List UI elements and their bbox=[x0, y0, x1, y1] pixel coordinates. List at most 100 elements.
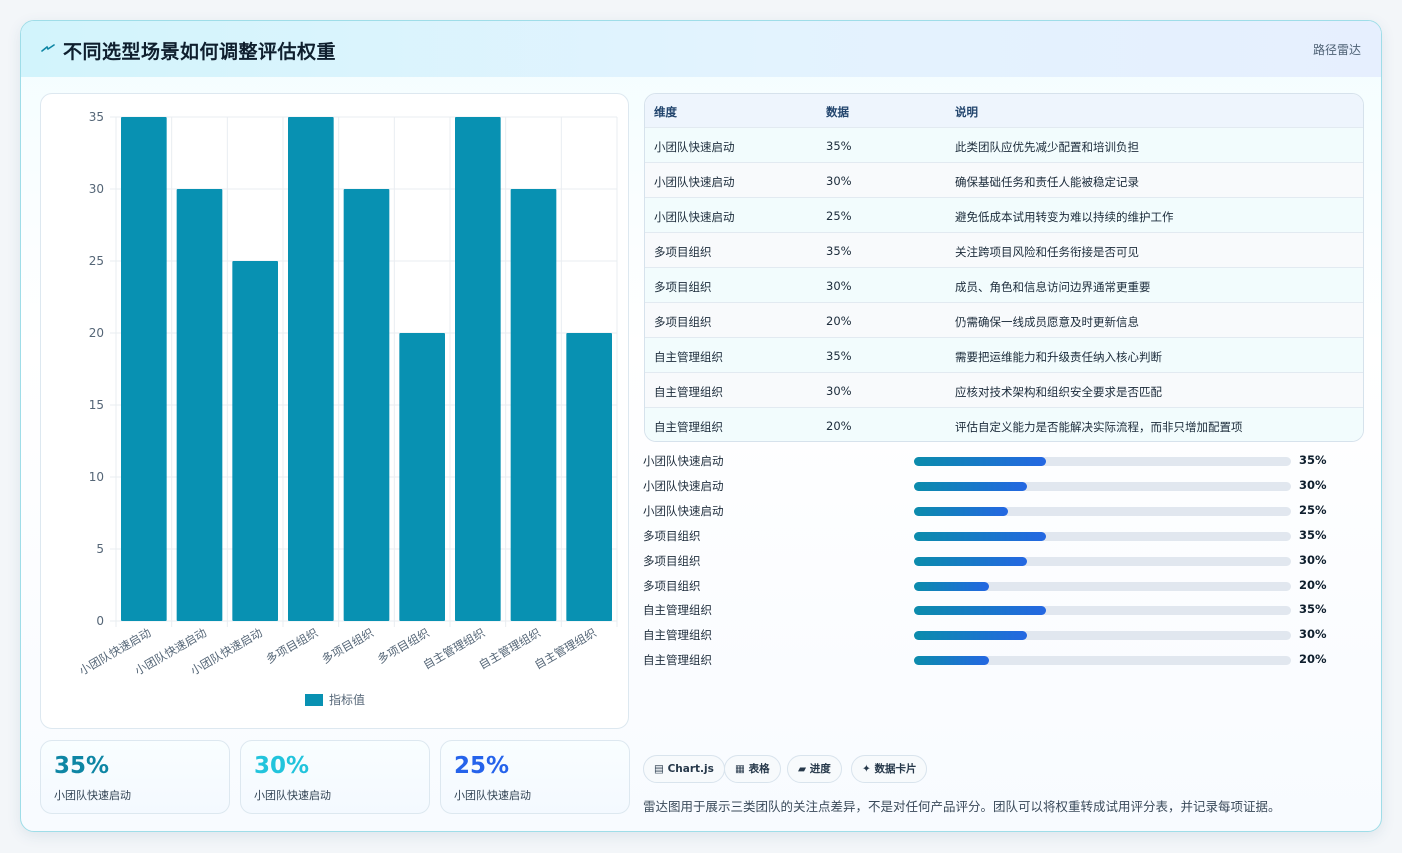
table-cell: 30% bbox=[826, 384, 852, 398]
x-tick-label: 自主管理组织 bbox=[421, 625, 488, 672]
progress-row: 自主管理组织 30% bbox=[643, 625, 1343, 645]
table-cell: 20% bbox=[826, 314, 852, 328]
progress-row: 多项目组织 30% bbox=[643, 551, 1343, 571]
progress-value: 35% bbox=[1299, 602, 1327, 616]
progress-fill bbox=[914, 507, 1009, 516]
column-header: 说明 bbox=[955, 105, 978, 119]
progress-row: 小团队快速启动 30% bbox=[643, 476, 1343, 496]
table-cell: 评估自定义能力是否能解决实际流程，而非只增加配置项 bbox=[955, 420, 1243, 434]
progress-value: 20% bbox=[1299, 578, 1327, 592]
progress-fill bbox=[914, 656, 990, 665]
table-cell: 小团队快速启动 bbox=[654, 175, 735, 189]
footnote: 雷达图用于展示三类团队的关注点差异，不是对任何产品评分。团队可以将权重转成试用评… bbox=[643, 799, 1281, 814]
bar bbox=[176, 189, 223, 621]
column-header: 数据 bbox=[826, 105, 849, 119]
progress-row: 自主管理组织 20% bbox=[643, 650, 1343, 670]
table-cell: 成员、角色和信息访问边界通常更重要 bbox=[955, 280, 1151, 294]
table-cell: 应核对技术架构和组织安全要求是否匹配 bbox=[955, 385, 1162, 399]
stat-label: 小团队快速启动 bbox=[254, 789, 331, 802]
bar bbox=[232, 261, 278, 621]
legend-swatch bbox=[305, 694, 323, 706]
bar bbox=[566, 333, 612, 621]
table-row: 多项目组织 35% 关注跨项目风险和任务衔接是否可见 bbox=[645, 232, 1363, 267]
bar-chart-panel: 0 5 10 15 20 25 30 35 小团队快速启动 小团队快速启动 小团队快速启动 多项目组织… bbox=[40, 93, 629, 729]
progress-label: 自主管理组织 bbox=[643, 628, 712, 642]
bar-chart: 05101520253035小团队快速启动小团队快速启动小团队快速启动多项目组织… bbox=[77, 110, 618, 707]
progress-track bbox=[914, 482, 1291, 491]
table-header: 维度 数据 说明 bbox=[645, 94, 1363, 127]
bar bbox=[343, 189, 390, 621]
lightning-icon bbox=[41, 44, 55, 52]
progress-label: 多项目组织 bbox=[643, 529, 701, 543]
tag-data-card[interactable]: ✦ 数据卡片 bbox=[851, 755, 928, 783]
progress-label: 多项目组织 bbox=[643, 579, 701, 593]
progress-fill bbox=[914, 606, 1046, 615]
progress-track bbox=[914, 582, 1291, 591]
progress-label: 自主管理组织 bbox=[643, 603, 712, 617]
progress-label: 自主管理组织 bbox=[643, 653, 712, 667]
table-cell: 多项目组织 bbox=[654, 245, 712, 259]
bar bbox=[455, 117, 501, 621]
stat-value: 35% bbox=[54, 753, 110, 779]
page-title: 不同选型场景如何调整评估权重 bbox=[63, 41, 337, 63]
stat-label: 小团队快速启动 bbox=[54, 789, 131, 802]
table-row: 自主管理组织 20% 评估自定义能力是否能解决实际流程，而非只增加配置项 bbox=[645, 407, 1363, 441]
y-tick-label: 35 bbox=[89, 110, 104, 124]
progress-value: 30% bbox=[1299, 553, 1327, 567]
progress-fill bbox=[914, 631, 1028, 640]
progress-value: 35% bbox=[1299, 453, 1327, 467]
progress-row: 多项目组织 35% bbox=[643, 526, 1343, 546]
table-cell: 多项目组织 bbox=[654, 315, 712, 329]
progress-label: 小团队快速启动 bbox=[643, 479, 724, 493]
data-table: 维度 数据 说明 小团队快速启动 35% 此类团队应优先减少配置和培训负担 小团… bbox=[644, 93, 1364, 442]
table-cell: 小团队快速启动 bbox=[654, 140, 735, 154]
progress-label: 多项目组织 bbox=[643, 554, 701, 568]
report-card: 不同选型场景如何调整评估权重 路径雷达 0 5 10 15 20 25 30 35 小团队快速启… bbox=[20, 20, 1382, 832]
progress-track bbox=[914, 606, 1291, 615]
legend-label: 指标值 bbox=[329, 692, 365, 707]
table-cell: 确保基础任务和责任人能被稳定记录 bbox=[955, 175, 1139, 189]
table-cell: 自主管理组织 bbox=[654, 420, 723, 434]
progress-track bbox=[914, 457, 1291, 466]
progress-row: 小团队快速启动 35% bbox=[643, 451, 1343, 471]
y-tick-label: 30 bbox=[89, 182, 104, 196]
table-cell: 25% bbox=[826, 209, 852, 223]
header-link[interactable]: 路径雷达 bbox=[1312, 43, 1361, 57]
table-cell: 仍需确保一线成员愿意及时更新信息 bbox=[955, 315, 1139, 329]
table-cell: 35% bbox=[826, 349, 852, 363]
progress-row: 小团队快速启动 25% bbox=[643, 501, 1343, 521]
progress-track bbox=[914, 656, 1291, 665]
progress-fill bbox=[914, 532, 1046, 541]
progress-fill bbox=[914, 457, 1046, 466]
y-tick-label: 5 bbox=[96, 542, 104, 556]
table-cell: 自主管理组织 bbox=[654, 350, 723, 364]
table-cell: 需要把运维能力和升级责任纳入核心判断 bbox=[955, 350, 1162, 364]
tag-chartjs[interactable]: ▤ Chart.js bbox=[643, 755, 725, 783]
table-cell: 30% bbox=[826, 279, 852, 293]
y-tick-label: 10 bbox=[89, 470, 104, 484]
table-cell: 避免低成本试用转变为难以持续的维护工作 bbox=[955, 210, 1174, 224]
progress-value: 30% bbox=[1299, 478, 1327, 492]
progress-fill bbox=[914, 557, 1028, 566]
table-cell: 20% bbox=[826, 419, 852, 433]
progress-fill bbox=[914, 582, 990, 591]
x-tick-label: 自主管理组织 bbox=[476, 625, 543, 672]
bar bbox=[121, 117, 167, 621]
table-cell: 35% bbox=[826, 244, 852, 258]
stat-card-3: 25% 小团队快速启动 bbox=[440, 740, 630, 814]
progress-value: 30% bbox=[1299, 627, 1327, 641]
tag-table[interactable]: ▦ 表格 bbox=[724, 755, 781, 783]
x-tick-label: 多项目组织 bbox=[319, 625, 376, 666]
stat-card-1: 35% 小团队快速启动 bbox=[40, 740, 230, 814]
progress-track bbox=[914, 532, 1291, 541]
progress-label: 小团队快速启动 bbox=[643, 504, 724, 518]
y-tick-label: 20 bbox=[89, 326, 104, 340]
table-cell: 小团队快速启动 bbox=[654, 210, 735, 224]
table-row: 自主管理组织 35% 需要把运维能力和升级责任纳入核心判断 bbox=[645, 337, 1363, 372]
y-tick-label: 0 bbox=[96, 614, 104, 628]
stat-label: 小团队快速启动 bbox=[454, 789, 531, 802]
table-cell: 多项目组织 bbox=[654, 280, 712, 294]
table-cell: 30% bbox=[826, 174, 852, 188]
tag-progress[interactable]: ▰ 进度 bbox=[787, 755, 842, 783]
y-tick-label: 15 bbox=[89, 398, 104, 412]
